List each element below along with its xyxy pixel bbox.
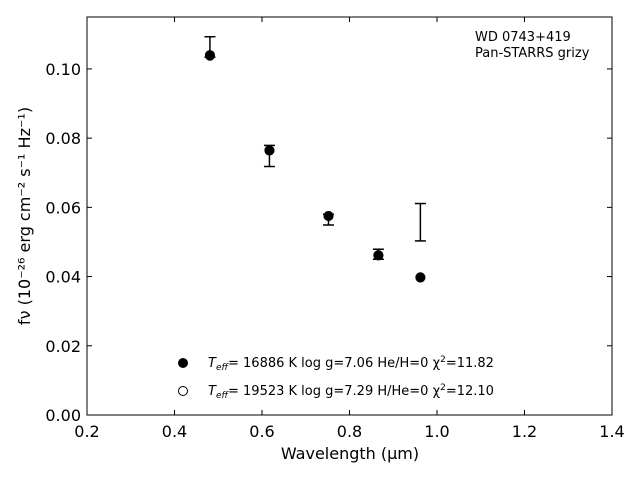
y-tick-label: 0.04: [45, 268, 81, 287]
annotation-line-1: WD 0743+419: [475, 30, 571, 45]
model-point-filled: [415, 272, 426, 283]
x-tick-label: 1.0: [424, 422, 449, 441]
model-point-filled: [373, 250, 384, 261]
legend-marker-filled: [178, 358, 188, 368]
x-tick-label: 0.2: [74, 422, 99, 441]
model-point-filled: [323, 211, 334, 221]
y-tick-label: 0.08: [45, 129, 81, 148]
model-point-filled: [204, 50, 215, 61]
legend-label-2: Teff= 19523 K log g=7.29 H/He=0 χ2=12.10: [208, 383, 494, 401]
x-tick-label: 1.4: [599, 422, 624, 441]
x-tick-label: 0.4: [162, 422, 187, 441]
legend: Teff= 16886 K log g=7.06 He/H=0 χ2=11.82…: [178, 355, 494, 401]
annotation-line-2: Pan-STARRS grizy: [475, 46, 590, 61]
legend-label-1: Teff= 16886 K log g=7.06 He/H=0 χ2=11.82: [208, 355, 494, 373]
data-points: [204, 50, 426, 283]
x-tick-label: 0.6: [249, 422, 274, 441]
y-tick-label: 0.10: [45, 60, 81, 79]
x-tick-label: 1.2: [512, 422, 537, 441]
legend-marker-open: [178, 386, 188, 396]
y-tick-label: 0.00: [45, 406, 81, 425]
axis-ticks: 0.2 0.4 0.6 0.8 1.0 1.2 1.4 0.00 0.02 0.04 0.06 0.0…: [45, 17, 625, 441]
model-point-filled: [264, 145, 275, 156]
x-tick-label: 0.8: [337, 422, 362, 441]
error-bars: [204, 35, 426, 261]
x-axis-label: Wavelength (μm): [281, 444, 419, 463]
y-tick-label: 0.02: [45, 337, 81, 356]
y-axis-label: fν (10⁻²⁶ erg cm⁻² s⁻¹ Hz⁻¹): [15, 107, 34, 325]
y-tick-label: 0.06: [45, 198, 81, 217]
